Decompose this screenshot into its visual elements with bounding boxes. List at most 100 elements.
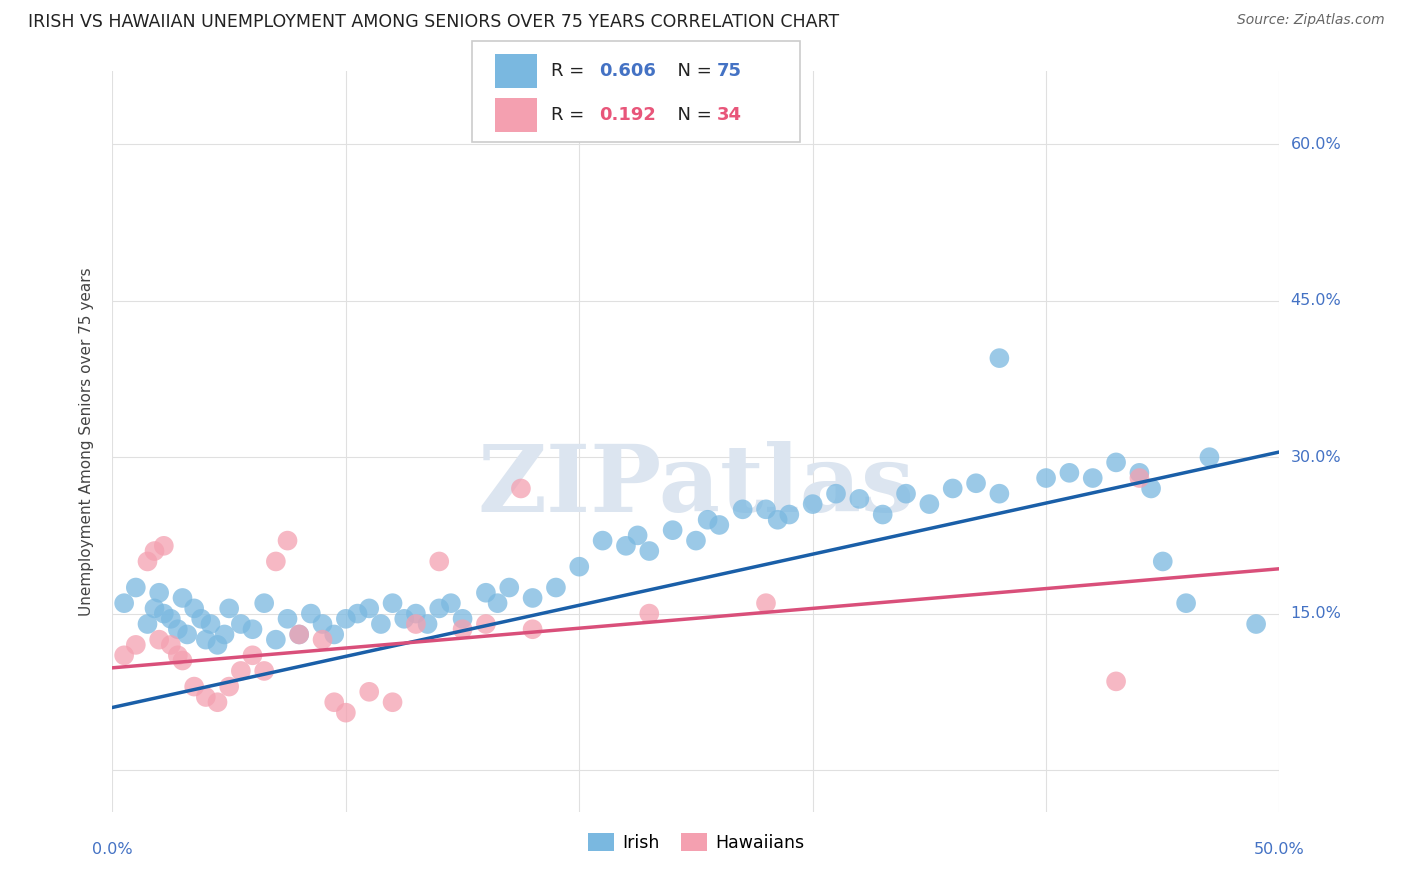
Text: R =: R = <box>551 106 596 124</box>
Point <box>1105 674 1128 689</box>
Point <box>614 539 637 553</box>
Point <box>183 680 205 694</box>
Text: 0.0%: 0.0% <box>93 842 132 857</box>
Point <box>942 482 965 496</box>
Text: 0.192: 0.192 <box>599 106 655 124</box>
Point <box>755 502 778 516</box>
Point <box>323 627 346 641</box>
Point <box>381 596 404 610</box>
Point <box>627 528 650 542</box>
Point <box>143 544 166 558</box>
Point <box>427 554 450 568</box>
Point <box>229 617 252 632</box>
Point <box>394 612 416 626</box>
Point <box>755 596 778 610</box>
Point <box>475 586 498 600</box>
Point <box>405 607 427 621</box>
Point <box>522 622 544 636</box>
Point <box>544 581 567 595</box>
Text: 45.0%: 45.0% <box>1291 293 1341 309</box>
Point <box>288 627 311 641</box>
Point <box>346 607 368 621</box>
Point <box>335 612 357 626</box>
Point <box>288 627 311 641</box>
Text: 0.606: 0.606 <box>599 62 655 79</box>
Point <box>264 554 287 568</box>
Point <box>498 581 520 595</box>
Point <box>522 591 544 605</box>
Point <box>136 617 159 632</box>
Point <box>440 596 463 610</box>
Point <box>253 596 276 610</box>
Point <box>190 612 212 626</box>
Point <box>661 523 683 537</box>
Point <box>696 513 718 527</box>
Point <box>200 617 222 632</box>
Point <box>801 497 824 511</box>
Point <box>1244 617 1267 632</box>
Point <box>218 601 240 615</box>
Point <box>323 695 346 709</box>
Point <box>638 544 661 558</box>
Point <box>172 591 194 605</box>
Point <box>166 648 188 663</box>
Point <box>218 680 240 694</box>
Point <box>894 486 917 500</box>
Point <box>1198 450 1220 465</box>
Text: N =: N = <box>666 62 718 79</box>
Point <box>1059 466 1081 480</box>
Point <box>112 596 135 610</box>
Point <box>148 632 170 647</box>
Point <box>381 695 404 709</box>
Point <box>153 539 176 553</box>
Point <box>638 607 661 621</box>
Point <box>311 617 333 632</box>
Point <box>405 617 427 632</box>
Point <box>148 586 170 600</box>
Text: N =: N = <box>666 106 718 124</box>
Point <box>194 690 217 704</box>
Point <box>253 664 276 678</box>
Point <box>143 601 166 615</box>
Point <box>112 648 135 663</box>
Point <box>1081 471 1104 485</box>
Point <box>160 638 183 652</box>
Point <box>486 596 509 610</box>
Point <box>1128 471 1150 485</box>
Point <box>359 685 381 699</box>
Text: 34: 34 <box>717 106 742 124</box>
Point <box>685 533 707 548</box>
Y-axis label: Unemployment Among Seniors over 75 years: Unemployment Among Seniors over 75 years <box>79 268 94 615</box>
Text: 60.0%: 60.0% <box>1291 136 1341 152</box>
Text: 30.0%: 30.0% <box>1291 450 1341 465</box>
Point <box>207 638 229 652</box>
Text: 15.0%: 15.0% <box>1291 606 1341 621</box>
Point <box>299 607 322 621</box>
Point <box>311 632 333 647</box>
Point <box>825 486 848 500</box>
Point <box>918 497 941 511</box>
Point <box>731 502 754 516</box>
Point <box>153 607 176 621</box>
Point <box>1140 482 1163 496</box>
Point <box>370 617 392 632</box>
Point <box>214 627 236 641</box>
Text: R =: R = <box>551 62 591 79</box>
Point <box>1152 554 1174 568</box>
Point <box>125 638 148 652</box>
Point <box>988 351 1011 365</box>
Point <box>988 486 1011 500</box>
Point <box>872 508 894 522</box>
Text: ZIPatlas: ZIPatlas <box>478 441 914 531</box>
Point <box>242 648 264 663</box>
Point <box>176 627 198 641</box>
Point <box>427 601 450 615</box>
Point <box>1105 455 1128 469</box>
Point <box>194 632 217 647</box>
Text: IRISH VS HAWAIIAN UNEMPLOYMENT AMONG SENIORS OVER 75 YEARS CORRELATION CHART: IRISH VS HAWAIIAN UNEMPLOYMENT AMONG SEN… <box>28 13 839 31</box>
Point <box>183 601 205 615</box>
Point <box>207 695 229 709</box>
Point <box>965 476 987 491</box>
Point <box>451 612 474 626</box>
Point <box>766 513 789 527</box>
